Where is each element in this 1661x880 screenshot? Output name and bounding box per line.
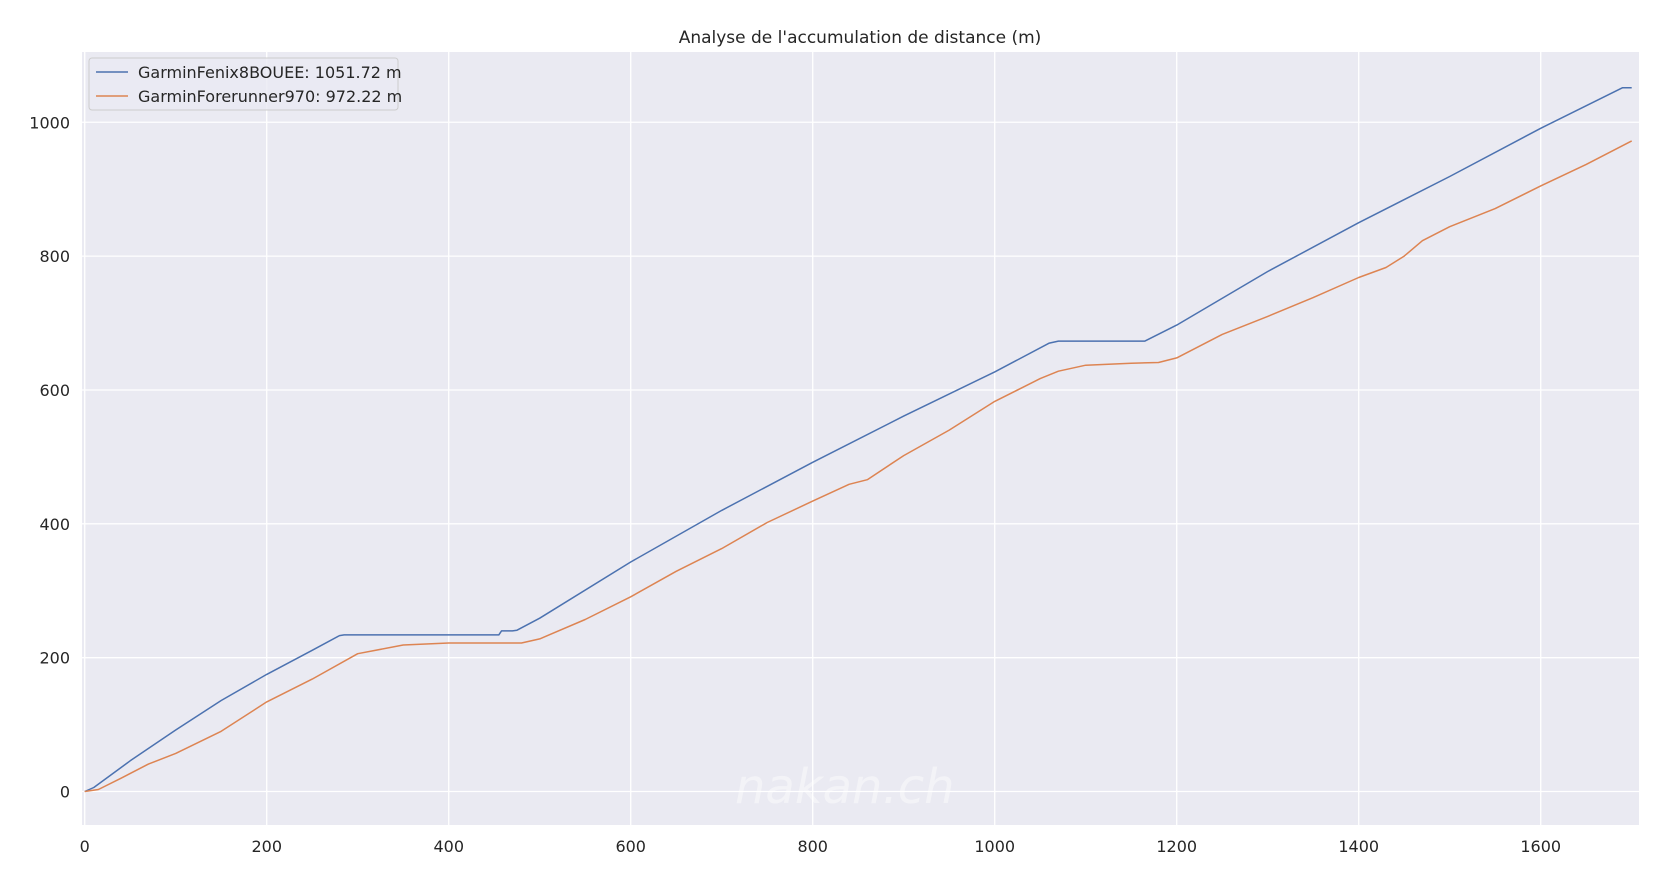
x-tick-label: 1000 xyxy=(974,837,1015,856)
chart-title: Analyse de l'accumulation de distance (m… xyxy=(679,28,1042,48)
tick-labels: 0 200 400 600 800 1000 1200 1400 1600 0 200 400 600 8… xyxy=(29,113,1561,856)
y-tick-label: 400 xyxy=(39,515,70,534)
y-tick-label: 600 xyxy=(39,381,70,400)
x-tick-label: 1400 xyxy=(1338,837,1379,856)
x-tick-label: 1600 xyxy=(1520,837,1561,856)
watermark-text: nakan.ch xyxy=(735,759,955,815)
series-lines xyxy=(84,86,1633,793)
y-tick-label: 800 xyxy=(39,247,70,266)
legend-box xyxy=(88,57,399,111)
y-tick-label: 1000 xyxy=(29,113,70,132)
legend: GarminFenix8BOUEE: 1051.72 m GarminForer… xyxy=(88,57,402,111)
x-tick-label: 0 xyxy=(80,837,90,856)
series-line-2 xyxy=(84,140,1633,793)
y-tick-label: 200 xyxy=(39,649,70,668)
x-tick-label: 600 xyxy=(615,837,646,856)
x-tick-label: 400 xyxy=(433,837,464,856)
series-line-1 xyxy=(84,86,1632,793)
grid xyxy=(82,52,1639,825)
legend-label-series-1: GarminFenix8BOUEE: 1051.72 m xyxy=(138,63,402,82)
watermark: nakan.ch xyxy=(735,759,955,815)
legend-label-series-2: GarminForerunner970: 972.22 m xyxy=(138,87,402,106)
x-tick-label: 200 xyxy=(251,837,282,856)
x-tick-label: 800 xyxy=(797,837,828,856)
y-tick-label: 0 xyxy=(60,783,70,802)
x-tick-label: 1200 xyxy=(1156,837,1197,856)
